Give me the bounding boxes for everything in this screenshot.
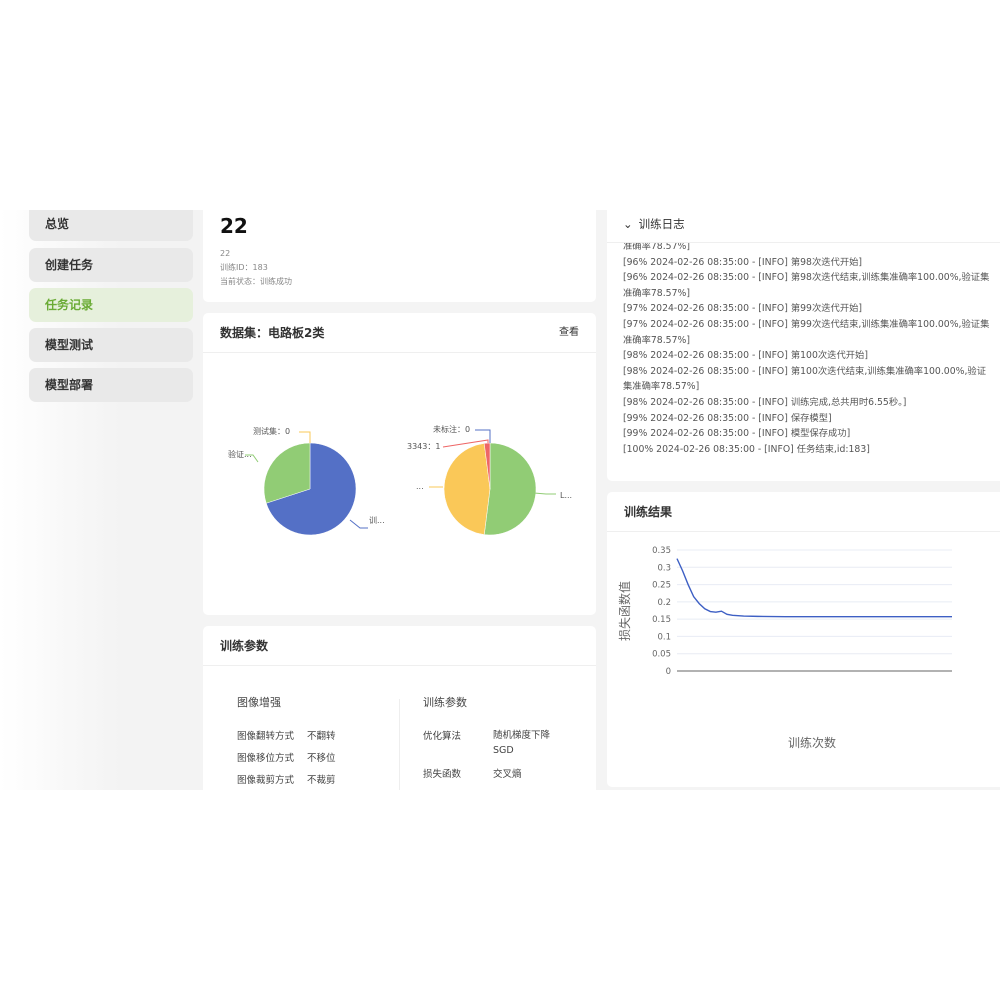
pie-leader-line (299, 431, 311, 443)
app-frame: 总览 创建任务 任务记录 模型测试 模型部署 22 22 训练ID：183 当前… (0, 210, 1000, 790)
param-key: 图像裁剪方式 (237, 775, 295, 786)
sidebar-item-task-records[interactable]: 任务记录 (29, 288, 193, 322)
log-line: [96% 2024-02-26 08:35:00 - [INFO] 第98次迭代… (623, 272, 990, 284)
log-line: 准确率78.57%] (623, 241, 690, 252)
task-name: 22 (220, 249, 231, 258)
y-tick-label: 0.2 (657, 598, 671, 608)
loss-chart: 训练次数 损失函数值 0 0.05 0.1 0.15 0.2 0.25 0.3 0.35 (617, 546, 952, 750)
log-line: [97% 2024-02-26 08:35:00 - [INFO] 第99次迭代… (623, 303, 863, 315)
task-train-id: 训练ID：183 (220, 263, 268, 272)
y-tick-label: 0.35 (652, 546, 671, 556)
y-tick-label: 0.3 (657, 563, 671, 573)
train-params-card: 训练参数 图像增强 图像翻转方式 不翻转 图像移位方式 不移位 图像裁剪方式 不… (203, 626, 596, 790)
pie-leader-line (533, 492, 556, 495)
aug-title: 图像增强 (237, 696, 281, 709)
param-value: 不移位 (307, 753, 336, 764)
pie-leader-line (475, 429, 491, 443)
log-line: 集准确率78.57%] (623, 381, 700, 393)
train-log-card: ⌄ 训练日志 准确率78.57%] [96% 2024-02-26 08:35:00… (607, 210, 1000, 481)
pie1-label-val: 验证... (228, 450, 252, 459)
pie-leader-line (349, 519, 368, 529)
sidebar-item-model-deploy[interactable]: 模型部署 (29, 368, 193, 402)
param-key: 图像移位方式 (237, 753, 295, 764)
log-line: 准确率78.57%] (623, 334, 690, 346)
log-line: [99% 2024-02-26 08:35:00 - [INFO] 保存模型] (623, 412, 832, 424)
results-title: 训练结果 (624, 505, 673, 519)
log-line: [98% 2024-02-26 08:35:00 - [INFO] 第100次迭… (623, 365, 986, 377)
pie2-label-unlabeled: 未标注：0 (433, 425, 471, 434)
pie-leader-line (245, 454, 259, 463)
dataset-card: 数据集：电路板2类 查看 测试集：0 验证... 训... 未标注：0 3343：… (203, 313, 596, 615)
pie-leader-line (442, 439, 489, 448)
pie1-label-train: 训... (369, 516, 385, 525)
param-key: 优化算法 (423, 731, 462, 742)
y-tick-label: 0.05 (652, 650, 671, 660)
log-header[interactable]: ⌄ 训练日志 (607, 210, 1000, 243)
pie-slice[interactable] (263, 442, 311, 504)
chevron-down-icon[interactable]: ⌄ (623, 217, 633, 231)
y-tick-label: 0 (666, 667, 671, 677)
dataset-title: 数据集：电路板2类 (220, 326, 325, 340)
param-value: 随机梯度下降SGD (493, 730, 551, 756)
x-axis-label: 训练次数 (788, 735, 836, 750)
view-dataset-link[interactable]: 查看 (559, 327, 579, 338)
param-value: 不翻转 (307, 731, 336, 742)
pie2-label-yellow: ... (416, 482, 424, 491)
param-key: 图像翻转方式 (237, 731, 295, 742)
pie2-label-3343: 3343：1 (407, 442, 441, 451)
dataset-pie-charts (245, 429, 556, 536)
pie-slice[interactable] (443, 443, 491, 535)
y-tick-label: 0.15 (652, 615, 671, 625)
y-tick-label: 0.25 (652, 581, 671, 591)
y-tick-label: 0.1 (657, 632, 671, 642)
param-key: 损失函数 (423, 769, 462, 780)
params-title: 训练参数 (220, 639, 269, 653)
log-line: [96% 2024-02-26 08:35:00 - [INFO] 第98次迭代… (623, 256, 863, 268)
loss-line (676, 558, 952, 618)
log-line: [98% 2024-02-26 08:35:00 - [INFO] 训练完成,总… (623, 396, 907, 408)
log-line: [97% 2024-02-26 08:35:00 - [INFO] 第99次迭代… (623, 318, 990, 330)
log-line: [99% 2024-02-26 08:35:00 - [INFO] 模型保存成功… (623, 428, 851, 440)
pie2-label-green: L... (560, 491, 573, 500)
param-value: 交叉熵 (493, 769, 522, 780)
task-info-card: 22 22 训练ID：183 当前状态：训练成功 (203, 210, 596, 302)
sidebar: 总览 创建任务 任务记录 模型测试 模型部署 (0, 210, 200, 790)
log-line: [98% 2024-02-26 08:35:00 - [INFO] 第100次迭… (623, 350, 868, 362)
sidebar-item-overview[interactable]: 总览 (29, 210, 193, 241)
log-content[interactable]: 准确率78.57%] [96% 2024-02-26 08:35:00 - [IN… (623, 241, 995, 457)
pie1-label-test: 测试集：0 (253, 427, 291, 436)
log-line: 准确率78.57%] (623, 287, 690, 299)
pie-slice[interactable] (265, 442, 357, 536)
pie-slice[interactable] (483, 442, 537, 536)
log-title: 训练日志 (638, 217, 685, 231)
train-title: 训练参数 (423, 696, 467, 709)
sidebar-item-model-test[interactable]: 模型测试 (29, 328, 193, 362)
task-status: 当前状态：训练成功 (220, 277, 292, 286)
y-axis-label: 损失函数值 (617, 581, 632, 641)
param-value: 不裁剪 (307, 775, 336, 786)
train-results-card: 训练结果 训练次数 损失函数值 0 0.05 0.1 0.15 0.2 0.25 0.3 0.… (607, 492, 1000, 787)
sidebar-item-create-task[interactable]: 创建任务 (29, 248, 193, 282)
task-title: 22 (220, 214, 248, 238)
log-line: [100% 2024-02-26 08:35:00 - [INFO] 任务结束,… (623, 443, 870, 455)
